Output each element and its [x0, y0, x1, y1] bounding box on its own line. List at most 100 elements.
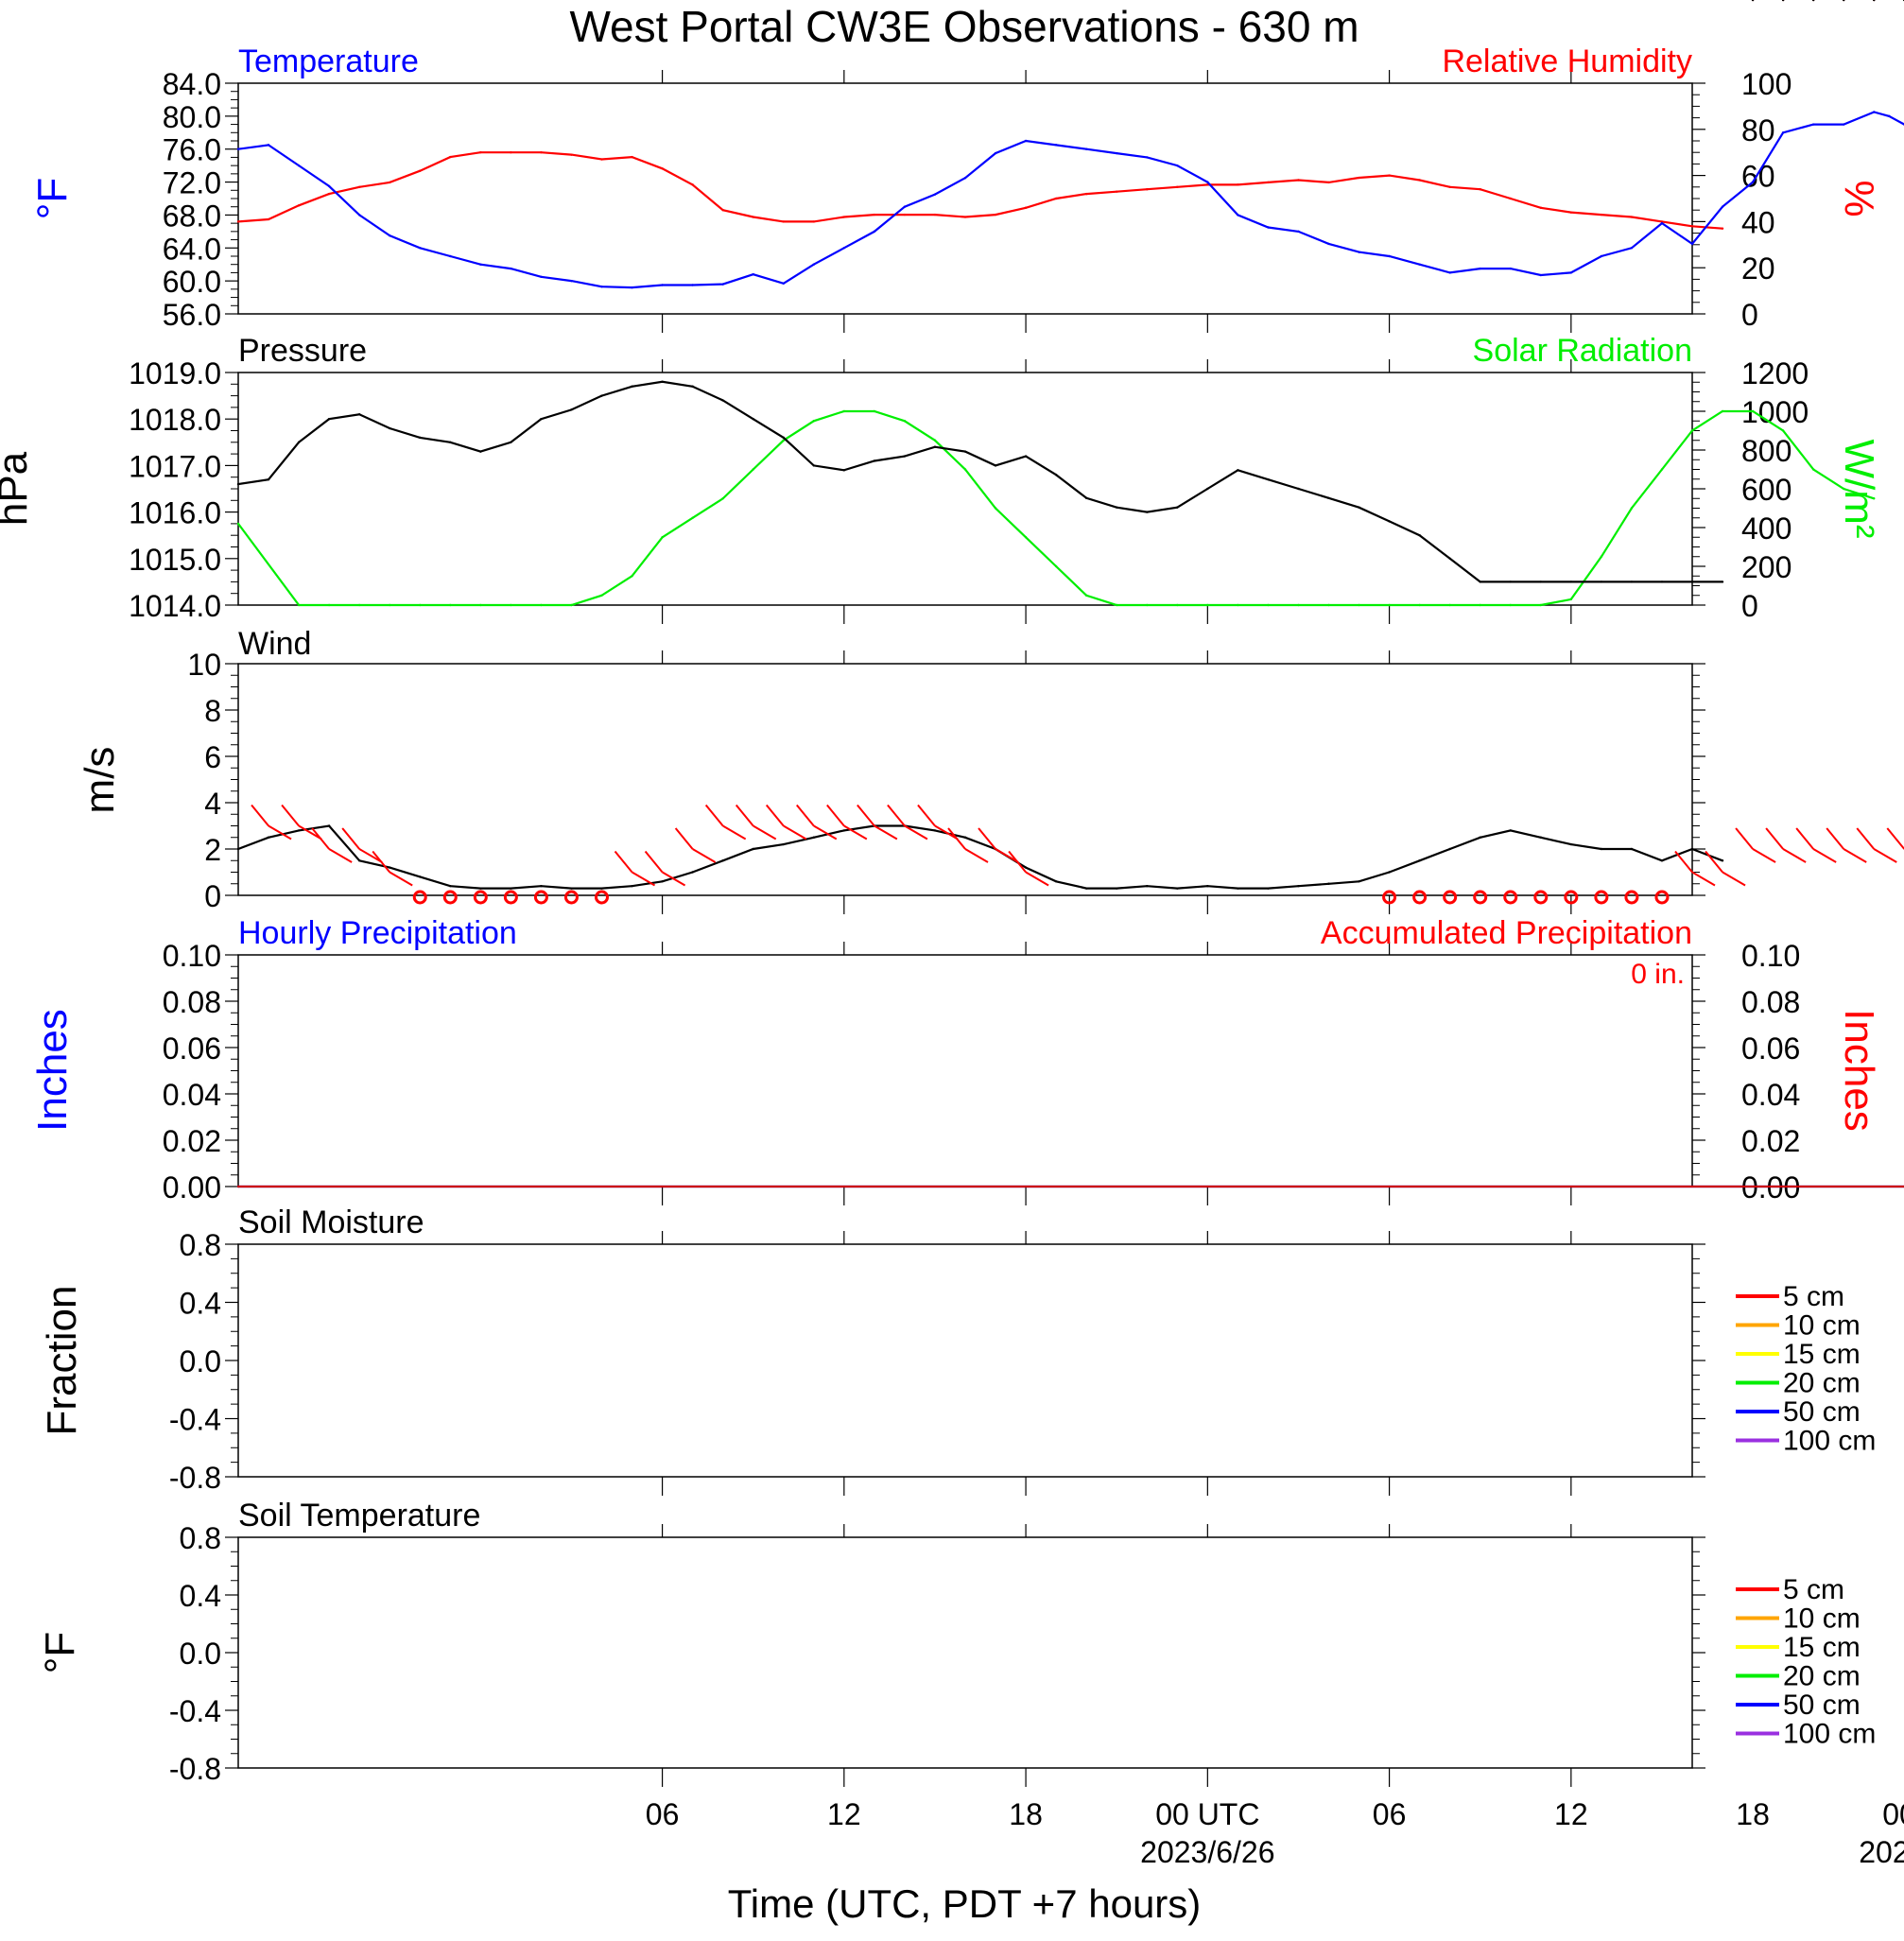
data-point [963, 216, 967, 218]
data-point [570, 603, 573, 607]
data-point [1388, 254, 1391, 258]
y-tick-label: 84.0 [163, 67, 221, 101]
data-point [1297, 230, 1300, 234]
data-point [1811, 468, 1815, 471]
data-point [721, 283, 724, 286]
figure-title: West Portal CW3E Observations - 630 m [569, 2, 1359, 51]
y-tick-label: 0.04 [163, 1078, 221, 1112]
data-point [1418, 179, 1421, 182]
data-point [1888, 114, 1891, 118]
wind-barb [1795, 827, 1814, 850]
y-tick-label: 76.0 [163, 133, 221, 167]
y-right-tick-label: 0 [1741, 298, 1758, 332]
data-point [1843, 123, 1845, 126]
data-point [1176, 603, 1179, 607]
data-point [661, 380, 664, 384]
wind-barb [887, 804, 906, 827]
data-point [1479, 267, 1481, 270]
data-point [1569, 211, 1573, 214]
wind-barb-shaft [662, 871, 686, 887]
data-point [933, 213, 937, 217]
y-right-tick-label: 20 [1741, 251, 1775, 286]
data-point [1721, 581, 1724, 583]
data-point [903, 205, 907, 208]
y-tick-label: 0.06 [163, 1031, 221, 1066]
data-point [419, 603, 422, 607]
y-tick-label: 1019.0 [129, 356, 221, 390]
series-line-wind [237, 824, 1723, 890]
legend-label: 20 cm [1783, 1368, 1861, 1399]
panel-frame [237, 372, 1693, 606]
data-point [1873, 497, 1876, 500]
data-point [600, 286, 603, 288]
wind-barb [1735, 827, 1754, 850]
data-point [1297, 179, 1300, 182]
wind-barb-shaft [268, 824, 292, 841]
y-tick-label: -0.4 [169, 1694, 221, 1728]
data-point [1660, 468, 1664, 471]
data-point [691, 385, 694, 388]
data-point [842, 409, 846, 413]
data-point [1539, 581, 1542, 583]
data-point [1358, 176, 1360, 180]
wind-barb-shaft [753, 824, 777, 841]
data-point [1116, 190, 1118, 193]
panel-precip: 0.10 0.08 0.06 0.04 0.02 0.00 0.10 0.08 0.06 0.04… [29, 915, 1904, 1205]
data-point [1237, 469, 1239, 472]
y-right-tick-label: 80 [1741, 113, 1775, 147]
panel-soil_moisture: 0.8 0.4 0.0 -0.4 -0.8 Soil Moisture Fraction 5 … [39, 1204, 1876, 1496]
data-point [236, 147, 240, 150]
data-point [479, 151, 482, 154]
wind-barb [251, 804, 269, 827]
data-point [327, 824, 331, 827]
data-point [1327, 242, 1330, 246]
wind-barb [735, 804, 754, 827]
legend-label: 15 cm [1783, 1632, 1861, 1663]
data-point [994, 151, 997, 155]
data-point [963, 836, 967, 839]
data-point [357, 413, 361, 416]
wind-barb-shaft [1722, 871, 1746, 887]
y-tick-label: 4 [204, 787, 221, 821]
data-point [873, 213, 876, 217]
wind-barb [674, 827, 694, 850]
data-point [1660, 581, 1664, 583]
data-point [1600, 847, 1603, 851]
data-point [1630, 847, 1634, 851]
wind-barb [1826, 827, 1844, 850]
data-point [1146, 885, 1149, 888]
data-point [540, 151, 543, 154]
data-point [327, 192, 331, 196]
data-point [1660, 220, 1664, 223]
data-point [1176, 887, 1179, 890]
series-line-relative-humidity [237, 151, 1723, 230]
data-point [600, 594, 603, 597]
series-line-pressure [237, 380, 1722, 583]
data-point [1509, 581, 1512, 583]
y-tick-label: 0.0 [180, 1637, 221, 1671]
x-tick-date-label: 2023/06/27 [1859, 1835, 1904, 1869]
data-point [1206, 603, 1209, 607]
wind-calm-marker [1382, 890, 1397, 905]
y-tick-label: 0.0 [180, 1344, 221, 1378]
accumulated-precip-label: 0 in. [1631, 959, 1685, 990]
data-point [267, 144, 270, 147]
data-point [1206, 487, 1209, 491]
data-point [570, 887, 573, 890]
data-point [1539, 206, 1542, 209]
data-point [903, 213, 907, 217]
data-point [1539, 273, 1542, 277]
data-point [1176, 185, 1179, 188]
pressure_solar-left_unit: hPa [0, 451, 36, 526]
data-point [449, 254, 452, 258]
legend-label: 15 cm [1783, 1339, 1861, 1370]
data-point [1569, 842, 1573, 846]
data-point [752, 272, 754, 276]
data-point [963, 450, 967, 453]
data-point [1084, 192, 1088, 196]
data-point [449, 441, 452, 443]
wind-barb-shaft [783, 824, 807, 841]
wind-barb-shaft [995, 848, 1019, 863]
